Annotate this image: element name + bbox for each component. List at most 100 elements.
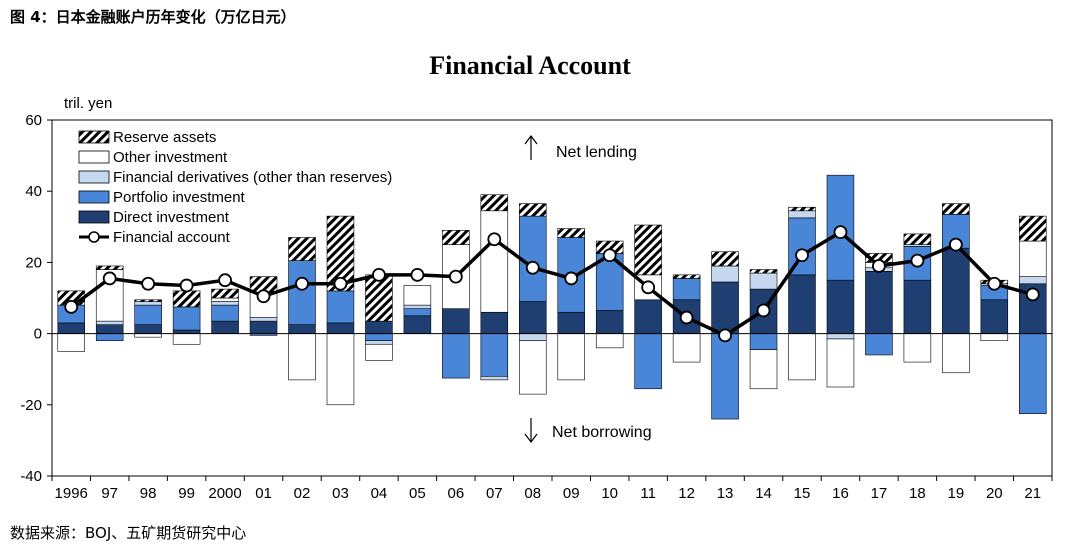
bar-segment bbox=[326, 290, 355, 324]
financial-account-point bbox=[333, 276, 348, 291]
bar-segment bbox=[403, 308, 432, 317]
bar-segment bbox=[403, 304, 432, 309]
financial-account-point bbox=[987, 276, 1002, 291]
axes-layer: -40 -20 0 20 40 60 1996 97 98 99 2000 01 02 03 04 05 06 0… bbox=[20, 112, 1053, 502]
bar-segment bbox=[480, 333, 509, 377]
financial-account-point bbox=[141, 276, 156, 291]
bar-segment bbox=[480, 376, 509, 381]
bar-segment bbox=[672, 333, 701, 363]
bar-segment bbox=[172, 329, 201, 334]
x-tick-label: 08 bbox=[524, 485, 541, 502]
bar-segment bbox=[942, 203, 970, 215]
figure-source: 数据来源：BOJ、五矿期货研究中心 bbox=[10, 524, 247, 542]
financial-account-line-layer bbox=[64, 225, 1040, 343]
bar-segment bbox=[826, 333, 855, 340]
bar-segment bbox=[672, 274, 701, 279]
financial-account-point bbox=[256, 289, 271, 304]
x-tick-label: 17 bbox=[871, 485, 888, 502]
financial-account-point bbox=[910, 253, 925, 268]
y-tick-label: 40 bbox=[25, 183, 42, 200]
bar-segment bbox=[480, 194, 509, 212]
bar-segment bbox=[942, 247, 970, 334]
net-borrowing-label: Net borrowing bbox=[552, 424, 652, 441]
bar-segment bbox=[634, 299, 662, 334]
bar-segment bbox=[288, 260, 316, 325]
financial-account-point bbox=[448, 269, 463, 284]
bar-segment bbox=[288, 237, 316, 261]
x-tick-label: 03 bbox=[332, 485, 349, 502]
legend-label: Direct investment bbox=[113, 209, 230, 226]
legend-swatch bbox=[78, 210, 110, 224]
bar-segment bbox=[519, 215, 547, 302]
x-tick-label: 2000 bbox=[208, 485, 241, 502]
x-tick-label: 97 bbox=[101, 485, 118, 502]
bar-segment bbox=[557, 311, 585, 334]
bar-segment bbox=[249, 320, 278, 334]
x-tick-label: 05 bbox=[409, 485, 426, 502]
bar-segment bbox=[365, 274, 393, 322]
up-arrowhead-icon bbox=[524, 135, 538, 145]
bar-segment bbox=[595, 333, 624, 349]
financial-account-point bbox=[872, 259, 886, 273]
bar-segment bbox=[519, 203, 547, 217]
figure-caption: 图 4：日本金融账户历年变化（万亿日元） bbox=[10, 8, 296, 26]
bar-segment bbox=[403, 285, 432, 306]
net-lending-label: Net lending bbox=[556, 144, 637, 161]
bar-segment bbox=[903, 333, 932, 363]
bar-segment bbox=[134, 299, 162, 302]
financial-account-point bbox=[602, 248, 617, 263]
x-tick-label: 10 bbox=[601, 485, 618, 502]
bar-segment bbox=[211, 301, 239, 306]
bar-segment bbox=[134, 324, 162, 334]
x-tick-label: 01 bbox=[255, 485, 272, 502]
y-tick-label: 20 bbox=[25, 254, 42, 271]
bar-segment bbox=[1019, 215, 1047, 242]
bar-segment bbox=[211, 297, 239, 302]
bar-segment bbox=[57, 322, 85, 334]
chart-title: Financial Account bbox=[429, 51, 631, 80]
bar-segment bbox=[288, 333, 316, 381]
bar-segment bbox=[519, 301, 547, 334]
financial-account-point bbox=[410, 267, 425, 282]
bar-segment bbox=[134, 333, 162, 338]
x-tick-label: 21 bbox=[1024, 485, 1041, 502]
bar-segment bbox=[788, 206, 816, 212]
x-tick-label: 18 bbox=[909, 485, 926, 502]
x-tick-label: 19 bbox=[948, 485, 965, 502]
financial-account-point bbox=[487, 232, 502, 247]
bar-segment bbox=[711, 333, 739, 420]
financial-account-point bbox=[179, 278, 194, 293]
x-tick-label: 14 bbox=[755, 485, 772, 502]
bar-segment bbox=[249, 317, 278, 322]
bar-segment bbox=[826, 279, 855, 334]
bar-segment bbox=[365, 340, 393, 345]
bar-segment bbox=[95, 333, 124, 342]
y-tick-label: 60 bbox=[25, 112, 42, 129]
bar-segment bbox=[480, 210, 509, 313]
bar-segment bbox=[172, 306, 201, 331]
bar-segment bbox=[711, 251, 739, 267]
x-tick-label: 13 bbox=[717, 485, 734, 502]
bar-segment bbox=[95, 320, 124, 326]
financial-account-point bbox=[948, 237, 963, 252]
x-tick-label: 99 bbox=[178, 485, 195, 502]
financial-account-point bbox=[718, 328, 732, 343]
x-tick-label: 15 bbox=[794, 485, 811, 502]
y-tick-label: -20 bbox=[20, 397, 42, 414]
bar-segment bbox=[865, 270, 893, 334]
x-tick-label: 02 bbox=[294, 485, 311, 502]
financial-account-point bbox=[295, 276, 309, 291]
financial-account-point bbox=[679, 310, 694, 325]
x-tick-label: 16 bbox=[832, 485, 849, 502]
x-tick-label: 1996 bbox=[55, 485, 88, 502]
legend-swatch bbox=[78, 150, 110, 164]
financial-account-point bbox=[641, 280, 656, 295]
bar-segment bbox=[519, 340, 547, 395]
financial-account-point bbox=[564, 271, 579, 286]
bar-segment bbox=[95, 324, 124, 334]
bar-segment bbox=[788, 210, 816, 219]
bar-segment bbox=[942, 214, 970, 249]
financial-account-point bbox=[833, 225, 848, 240]
bar-segment bbox=[711, 281, 739, 334]
